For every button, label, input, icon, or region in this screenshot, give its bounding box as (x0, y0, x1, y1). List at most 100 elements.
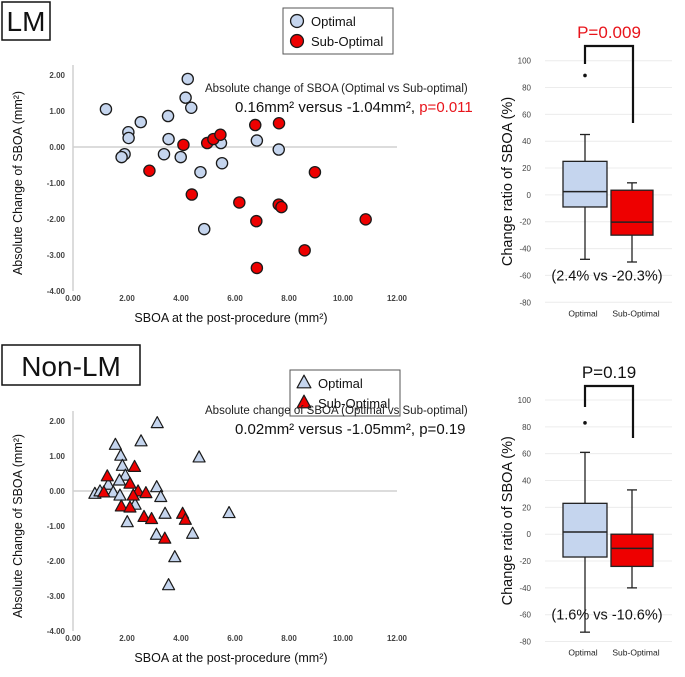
y-tick-label: 40 (522, 477, 531, 486)
y-tick-label: -1.00 (47, 179, 66, 188)
legend-label: Sub-Optimal (318, 396, 390, 411)
y-tick-label: 0.00 (49, 487, 65, 496)
optimal-point (186, 526, 200, 539)
box-chart-non-lm: 100 80 60 40 20 0 -20 -40 -60 -80 Change ratio of … (500, 363, 672, 658)
optimal-point (250, 134, 264, 147)
panel-label-non-lm-text: Non-LM (21, 351, 121, 382)
x-tick-label: 6.00 (227, 634, 243, 643)
scatter-chart-lm: 2.001.000.00-1.00-2.00-3.00-4.000.00 2.00… (11, 7, 473, 325)
optimal-point (134, 115, 148, 129)
optimal-point (194, 165, 207, 179)
x-tick-label: 4.00 (173, 294, 189, 303)
optimal-point (150, 480, 164, 493)
category-label: Optimal (568, 308, 597, 318)
sub-optimal-point (97, 485, 111, 498)
category-label: Optimal (568, 648, 597, 658)
sub-optimal-point (143, 164, 156, 178)
box-sub-optimal (610, 489, 654, 589)
optimal-point (157, 147, 171, 161)
scatter-chart-non-lm: 2.001.000.00-1.00-2.00-3.00-4.000.00 2.00… (11, 369, 468, 665)
outlier-point (583, 421, 587, 425)
sub-optimal-point (308, 165, 322, 179)
optimal-point (154, 489, 168, 503)
y-axis-title: Absolute Change of SBOA (mm²) (11, 91, 25, 275)
x-tick-label: 0.00 (65, 634, 81, 643)
optimal-point (168, 550, 182, 563)
optimal-point (101, 477, 115, 490)
y-tick-label: -60 (519, 611, 531, 620)
sub-optimal-point (123, 500, 137, 513)
optimal-point (118, 468, 132, 481)
x-axis-title: SBOA at the post-procedure (mm²) (134, 311, 327, 325)
panel-label-lm-box (1, 1, 51, 41)
x-tick-label: 2.00 (119, 294, 135, 303)
category-label: Sub-Optimal (612, 648, 659, 658)
x-tick-label: 8.00 (281, 294, 297, 303)
y-tick-label: -20 (519, 557, 531, 566)
optimal-point (272, 143, 285, 156)
y-tick-label: -40 (519, 584, 531, 593)
y-tick-label: -60 (519, 271, 531, 280)
y-tick-label: 20 (522, 164, 531, 173)
optimal-point (158, 506, 172, 519)
sub-optimal-point (214, 128, 227, 142)
category-label: Sub-Optimal (612, 308, 659, 318)
x-tick-label: 0.00 (65, 294, 81, 303)
optimal-point (99, 102, 113, 116)
y-tick-label: 1.00 (49, 107, 65, 116)
optimal-point (181, 72, 194, 86)
panel-label-lm-text: LM (7, 6, 46, 37)
y-axis-title: Absolute Change of SBOA (mm²) (11, 434, 25, 618)
annotation-values: 0.16mm² versus -1.04mm², p=0.011 (235, 99, 473, 116)
sub-optimal-point (250, 261, 264, 275)
optimal-point (108, 437, 122, 450)
x-tick-label: 6.00 (227, 294, 243, 303)
y-tick-label: -80 (519, 638, 531, 647)
box-sub-optimal (610, 182, 654, 263)
sub-optimal-point (144, 511, 159, 525)
significance-bracket (583, 384, 635, 438)
sub-optimal-point (127, 459, 142, 472)
legend-label: Optimal (318, 376, 363, 391)
sub-optimal-point (250, 214, 263, 228)
outlier-point (583, 73, 587, 78)
means-text: (1.6% vs -10.6%) (551, 608, 662, 624)
box-optimal (562, 421, 608, 633)
x-tick-label: 4.00 (173, 634, 189, 643)
x-tick-label: 10.00 (333, 294, 354, 303)
optimal-point (162, 132, 175, 146)
panel-label-non-lm: Non-LM (1, 344, 141, 386)
y-tick-label: -4.00 (47, 287, 66, 296)
optimal-point (122, 131, 135, 145)
optimal-point (150, 416, 164, 429)
legend: Optimal Sub-Optimal (289, 369, 401, 417)
y-tick-label: 1.00 (49, 452, 65, 461)
x-tick-label: 10.00 (333, 634, 354, 643)
significance-bracket (583, 44, 635, 123)
annotation-p-value: p=0.011 (419, 99, 473, 116)
sub-optimal-point (100, 469, 114, 482)
sub-optimal-point (359, 213, 372, 226)
box-chart-lm: 100 80 60 40 20 0 -20 -40 -60 -80 Change ratio of … (500, 23, 672, 318)
y-tick-label: 100 (518, 57, 532, 66)
y-tick-label: 40 (522, 137, 531, 146)
x-tick-label: 8.00 (281, 634, 297, 643)
optimal-point (115, 150, 128, 164)
annotation-title: Absolute change of SBOA (Optimal vs Sub-… (205, 83, 468, 95)
annotation-difference: 0.16mm² versus -1.04mm², (235, 99, 419, 116)
sub-optimal-point (158, 531, 172, 544)
y-tick-label: -80 (519, 298, 531, 307)
y-tick-label: 2.00 (49, 417, 65, 426)
y-tick-label: -2.00 (47, 557, 66, 566)
y-tick-label: 80 (522, 84, 531, 93)
y-tick-label: 100 (518, 396, 532, 405)
x-axis-title: SBOA at the post-procedure (mm²) (134, 651, 327, 665)
y-tick-label: 0 (527, 191, 532, 200)
y-tick-label: 0 (527, 530, 532, 539)
y-tick-label: 20 (522, 503, 531, 512)
sub-optimal-point (298, 244, 311, 257)
optimal-point (179, 91, 192, 104)
means-text: (2.4% vs -20.3%) (551, 268, 662, 284)
y-tick-label: 80 (522, 423, 531, 432)
